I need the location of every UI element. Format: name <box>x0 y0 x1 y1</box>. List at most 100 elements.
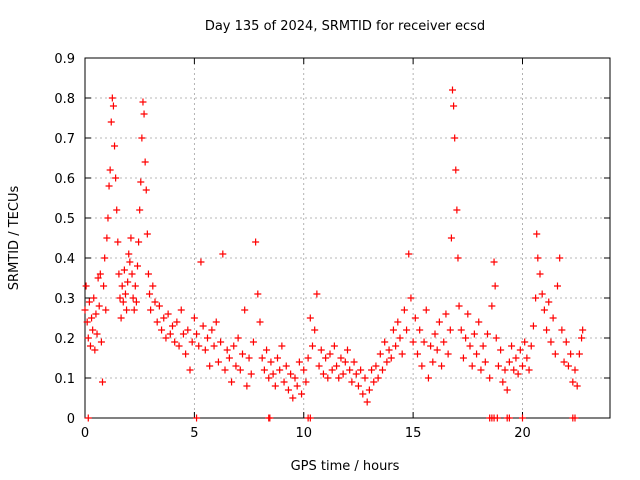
data-points <box>81 86 587 422</box>
data-point <box>120 266 128 274</box>
data-point <box>254 290 262 298</box>
data-point <box>193 330 201 338</box>
data-point <box>302 378 310 386</box>
data-point <box>99 378 106 386</box>
data-point <box>217 338 225 346</box>
data-point <box>269 370 277 378</box>
data-point <box>199 322 207 330</box>
data-point <box>328 366 336 374</box>
data-point <box>175 342 183 350</box>
data-point <box>91 346 99 354</box>
data-point <box>298 390 306 398</box>
data-point <box>295 358 303 366</box>
data-point <box>505 358 513 366</box>
data-point <box>464 310 472 318</box>
data-point <box>97 338 105 346</box>
data-point <box>372 362 380 370</box>
data-point <box>276 366 284 374</box>
data-point <box>383 358 391 366</box>
data-point <box>109 102 117 110</box>
data-point <box>466 342 474 350</box>
data-point <box>309 342 316 350</box>
data-point <box>278 342 286 350</box>
data-point <box>451 134 459 142</box>
data-point <box>554 282 561 290</box>
data-point <box>319 370 327 378</box>
x-tick-label: 20 <box>514 426 531 441</box>
data-point <box>501 366 509 374</box>
data-point <box>429 358 437 366</box>
data-point <box>365 386 373 394</box>
data-point <box>381 338 389 346</box>
data-point <box>83 318 91 326</box>
x-tick-label: 0 <box>81 426 89 441</box>
data-point <box>260 366 268 374</box>
data-point <box>481 358 489 366</box>
data-point <box>210 342 218 350</box>
data-point <box>484 330 491 338</box>
data-point <box>454 254 462 262</box>
data-point <box>422 306 430 314</box>
data-point <box>249 338 257 346</box>
data-point <box>274 354 281 362</box>
data-point <box>265 374 273 382</box>
data-point <box>468 362 476 370</box>
data-point <box>359 390 367 398</box>
data-point <box>556 254 564 262</box>
data-point <box>385 346 393 354</box>
data-point <box>414 350 421 358</box>
data-point <box>140 110 148 118</box>
data-point <box>370 378 378 386</box>
data-point <box>173 318 181 326</box>
data-point <box>139 98 147 106</box>
data-point <box>330 342 338 350</box>
data-point <box>164 310 172 318</box>
data-point <box>475 318 483 326</box>
data-point <box>514 370 522 378</box>
data-point <box>457 326 465 334</box>
data-point <box>363 398 371 406</box>
data-point <box>491 282 499 290</box>
data-point <box>119 298 127 306</box>
data-point <box>184 326 192 334</box>
data-point <box>282 362 290 370</box>
data-point <box>143 230 151 238</box>
data-point <box>225 354 233 362</box>
data-point <box>490 258 498 266</box>
data-point <box>280 378 288 386</box>
data-point <box>236 366 244 374</box>
data-point <box>129 294 137 302</box>
data-point <box>519 362 526 370</box>
data-point <box>427 342 435 350</box>
data-point <box>578 334 586 342</box>
data-point <box>540 306 548 314</box>
data-point <box>455 302 463 310</box>
data-point <box>335 374 343 382</box>
data-point <box>81 306 89 314</box>
data-point <box>125 250 133 258</box>
data-point <box>497 346 505 354</box>
data-point <box>193 414 201 422</box>
data-point <box>306 414 314 422</box>
data-point <box>536 270 544 278</box>
data-point <box>89 326 97 334</box>
data-point <box>389 326 397 334</box>
data-point <box>103 234 111 242</box>
data-point <box>494 362 502 370</box>
data-point <box>247 370 255 378</box>
data-point <box>493 414 501 422</box>
data-point <box>169 322 176 330</box>
data-point <box>201 346 209 354</box>
data-point <box>368 366 376 374</box>
data-point <box>147 306 155 314</box>
data-point <box>94 274 102 282</box>
data-point <box>142 186 150 194</box>
data-point <box>442 310 450 318</box>
data-point <box>435 318 443 326</box>
data-point <box>571 366 579 374</box>
data-point <box>418 362 426 370</box>
data-point <box>126 258 134 266</box>
y-tick-label: 0.3 <box>54 292 75 307</box>
data-point <box>131 282 139 290</box>
data-point <box>433 346 441 354</box>
